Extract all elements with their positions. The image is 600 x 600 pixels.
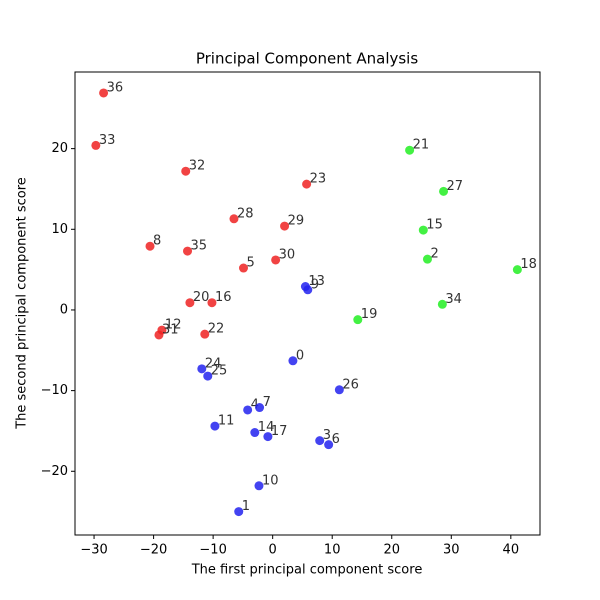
x-tick-label: 20 [383, 543, 400, 558]
point-label: 34 [445, 292, 462, 307]
y-tick-label: 10 [51, 222, 68, 237]
point-label: 2 [430, 247, 438, 262]
point-label: 13 [308, 274, 325, 289]
point [263, 432, 273, 442]
x-tick-label: 0 [269, 543, 277, 558]
point-label: 10 [262, 473, 279, 488]
point [99, 88, 109, 98]
y-tick-label: −10 [41, 383, 68, 398]
point-label: 9 [311, 277, 319, 292]
point [145, 241, 155, 251]
point [512, 265, 522, 275]
point-label: 21 [413, 138, 430, 153]
point [302, 179, 312, 189]
point [353, 315, 363, 325]
point-label: 17 [271, 424, 288, 439]
point-label: 25 [211, 364, 228, 379]
point [210, 421, 220, 431]
point [315, 436, 325, 446]
point-label: 6 [332, 432, 340, 447]
point [280, 221, 290, 231]
point [271, 255, 281, 265]
point-label: 26 [342, 377, 359, 392]
point [183, 246, 193, 256]
point [243, 405, 253, 415]
point [303, 285, 313, 295]
x-tick-label: −10 [199, 543, 226, 558]
point-label: 0 [296, 348, 304, 363]
point-label: 28 [237, 206, 254, 221]
point [405, 145, 415, 155]
point [181, 166, 191, 176]
point [250, 428, 260, 438]
point [439, 186, 449, 196]
x-tick-label: 30 [443, 543, 460, 558]
point-label: 15 [426, 218, 443, 233]
point-label: 30 [279, 247, 296, 262]
plot-frame [74, 71, 541, 536]
x-axis-label: The first principal component score [191, 563, 423, 578]
point-label: 16 [215, 290, 232, 305]
point [234, 507, 244, 517]
point-label: 8 [153, 234, 161, 249]
point [437, 299, 447, 309]
point-label: 18 [520, 257, 537, 272]
point-label: 22 [208, 322, 225, 337]
point-label: 12 [165, 318, 182, 333]
y-tick-label: 20 [51, 141, 68, 156]
point-label: 33 [99, 133, 116, 148]
point-label: 19 [361, 307, 378, 322]
x-tick-label: 40 [503, 543, 520, 558]
point [288, 356, 298, 366]
point [197, 364, 207, 374]
point-label: 7 [263, 395, 271, 410]
x-tick-label: −30 [80, 543, 107, 558]
point-label: 5 [246, 256, 254, 271]
point-label: 29 [288, 214, 305, 229]
point [229, 214, 239, 224]
point [154, 330, 164, 340]
x-tick-label: 10 [324, 543, 341, 558]
point-label: 32 [189, 159, 206, 174]
point-label: 24 [205, 356, 222, 371]
point [238, 263, 248, 273]
point-label: 35 [191, 239, 208, 254]
y-tick-label: −20 [41, 464, 68, 479]
chart-title: Principal Component Analysis [196, 50, 419, 68]
point [334, 385, 344, 395]
point-label: 3 [323, 428, 331, 443]
point [203, 371, 213, 381]
point [418, 225, 428, 235]
point-label: 20 [193, 290, 210, 305]
point-label: 14 [258, 420, 275, 435]
y-tick-label: 0 [60, 302, 68, 317]
point [200, 329, 210, 339]
point [185, 298, 195, 308]
point-label: 11 [218, 414, 235, 429]
point-label: 27 [447, 179, 464, 194]
x-tick-label: −20 [140, 543, 167, 558]
point [324, 440, 334, 450]
point-label: 31 [162, 322, 179, 337]
point-label: 36 [107, 80, 124, 95]
point [422, 254, 432, 264]
point-label: 4 [251, 397, 259, 412]
point [91, 140, 101, 150]
point [254, 481, 264, 491]
point-label: 23 [310, 172, 327, 187]
point [255, 403, 265, 413]
point [207, 298, 217, 308]
y-axis-label: The second principal component score [15, 177, 30, 430]
point-label: 1 [242, 499, 250, 514]
